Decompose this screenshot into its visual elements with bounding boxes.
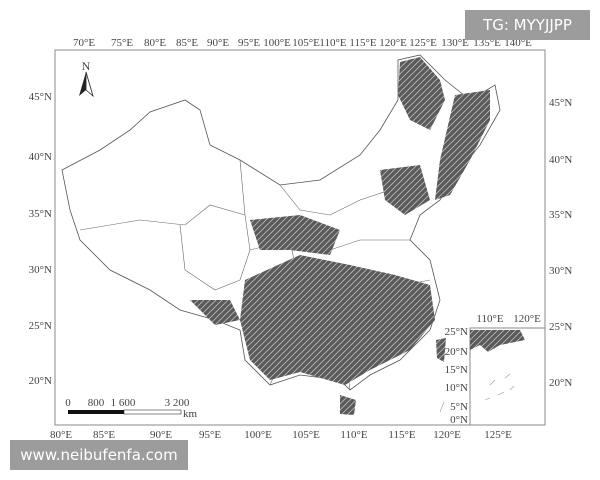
hainan-island [340, 395, 356, 415]
bottom-lon-label: 120°E [433, 429, 461, 441]
map-frame [54, 49, 546, 426]
right-lat-label: 45°N [549, 97, 573, 109]
top-lon-label: 85°E [175, 37, 199, 49]
bottom-lon-label: 95°E [198, 429, 222, 441]
scale-tick-label: 3 200 [164, 397, 190, 409]
scale-tick-label: 0 [65, 397, 71, 409]
bottom-lon-label: 115°E [388, 429, 416, 441]
inset-coast [470, 330, 525, 352]
right-lat-label: 20°N [549, 377, 573, 389]
north-arrow [79, 71, 94, 98]
left-lat-label: 40°N [28, 151, 52, 163]
left-lat-label: 35°N [28, 208, 52, 220]
bottom-lon-label: 80°E [49, 429, 73, 441]
bottom-lon-label: 105°E [292, 429, 320, 441]
top-lon-label: 75°E [110, 37, 134, 49]
bottom-lon-label: 90°E [149, 429, 173, 441]
dark-land-cover [190, 57, 490, 415]
top-lon-label: 115°E [349, 37, 377, 49]
top-lon-label: 100°E [263, 37, 291, 49]
top-lon-label: 135°E [473, 37, 501, 49]
scale-bar [68, 409, 182, 415]
right-lat-label: 35°N [549, 209, 573, 221]
bottom-lon-label: 100°E [244, 429, 272, 441]
inset-left-label: 15°N [444, 364, 468, 376]
top-lon-label: 90°E [206, 37, 230, 49]
right-lat-label: 40°N [549, 154, 573, 166]
scale-unit-label: km [183, 408, 198, 420]
top-lon-label: 105°E [292, 37, 320, 49]
left-lat-label: 45°N [28, 91, 52, 103]
watermark-bottom-left: www.neibufenfa.com [10, 440, 188, 470]
top-lon-label: 80°E [143, 37, 167, 49]
top-lon-label: 125°E [409, 37, 437, 49]
top-lon-label: 110°E [319, 37, 347, 49]
bottom-lon-label: 85°E [92, 429, 116, 441]
top-lon-label: 95°E [237, 37, 261, 49]
north-label: N [81, 59, 91, 73]
top-lon-label: 130°E [441, 37, 469, 49]
scale-tick-label: 800 [87, 397, 105, 409]
top-lon-label: 120°E [379, 37, 407, 49]
inset-left-label: 5°N [450, 401, 468, 413]
inset-left-label: 20°N [444, 346, 468, 358]
inset-top-label: 120°E [513, 313, 541, 325]
left-lat-label: 30°N [28, 264, 52, 276]
right-lat-label: 30°N [549, 265, 573, 277]
inset-islands [439, 373, 515, 413]
inset-top-label: 110°E [476, 313, 504, 325]
top-lon-label: 140°E [504, 37, 532, 49]
left-lat-label: 20°N [28, 375, 52, 387]
top-lon-label: 70°E [72, 37, 96, 49]
scale-tick-label: 1 600 [110, 397, 136, 409]
bottom-lon-label: 125°E [484, 429, 512, 441]
inset-left-label: 25°N [444, 326, 468, 338]
bottom-lon-label: 110°E [340, 429, 368, 441]
taiwan-island [436, 338, 446, 362]
left-lat-label: 25°N [28, 320, 52, 332]
watermark-top-right: TG: MYYJJPP [465, 10, 590, 40]
right-lat-label: 25°N [549, 321, 573, 333]
inset-left-label: 0°N [450, 414, 468, 426]
inset-left-label: 10°N [444, 382, 468, 394]
